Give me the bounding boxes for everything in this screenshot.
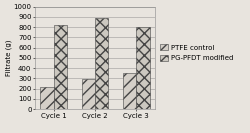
Bar: [136, 27, 149, 109]
Bar: [54, 25, 67, 109]
Bar: [40, 87, 54, 109]
Bar: [82, 79, 95, 109]
Bar: [95, 18, 108, 109]
Legend: PTFE control, PG-PFDT modified: PTFE control, PG-PFDT modified: [158, 43, 235, 63]
Bar: [123, 73, 136, 109]
Y-axis label: Filtrate (g): Filtrate (g): [6, 40, 12, 76]
